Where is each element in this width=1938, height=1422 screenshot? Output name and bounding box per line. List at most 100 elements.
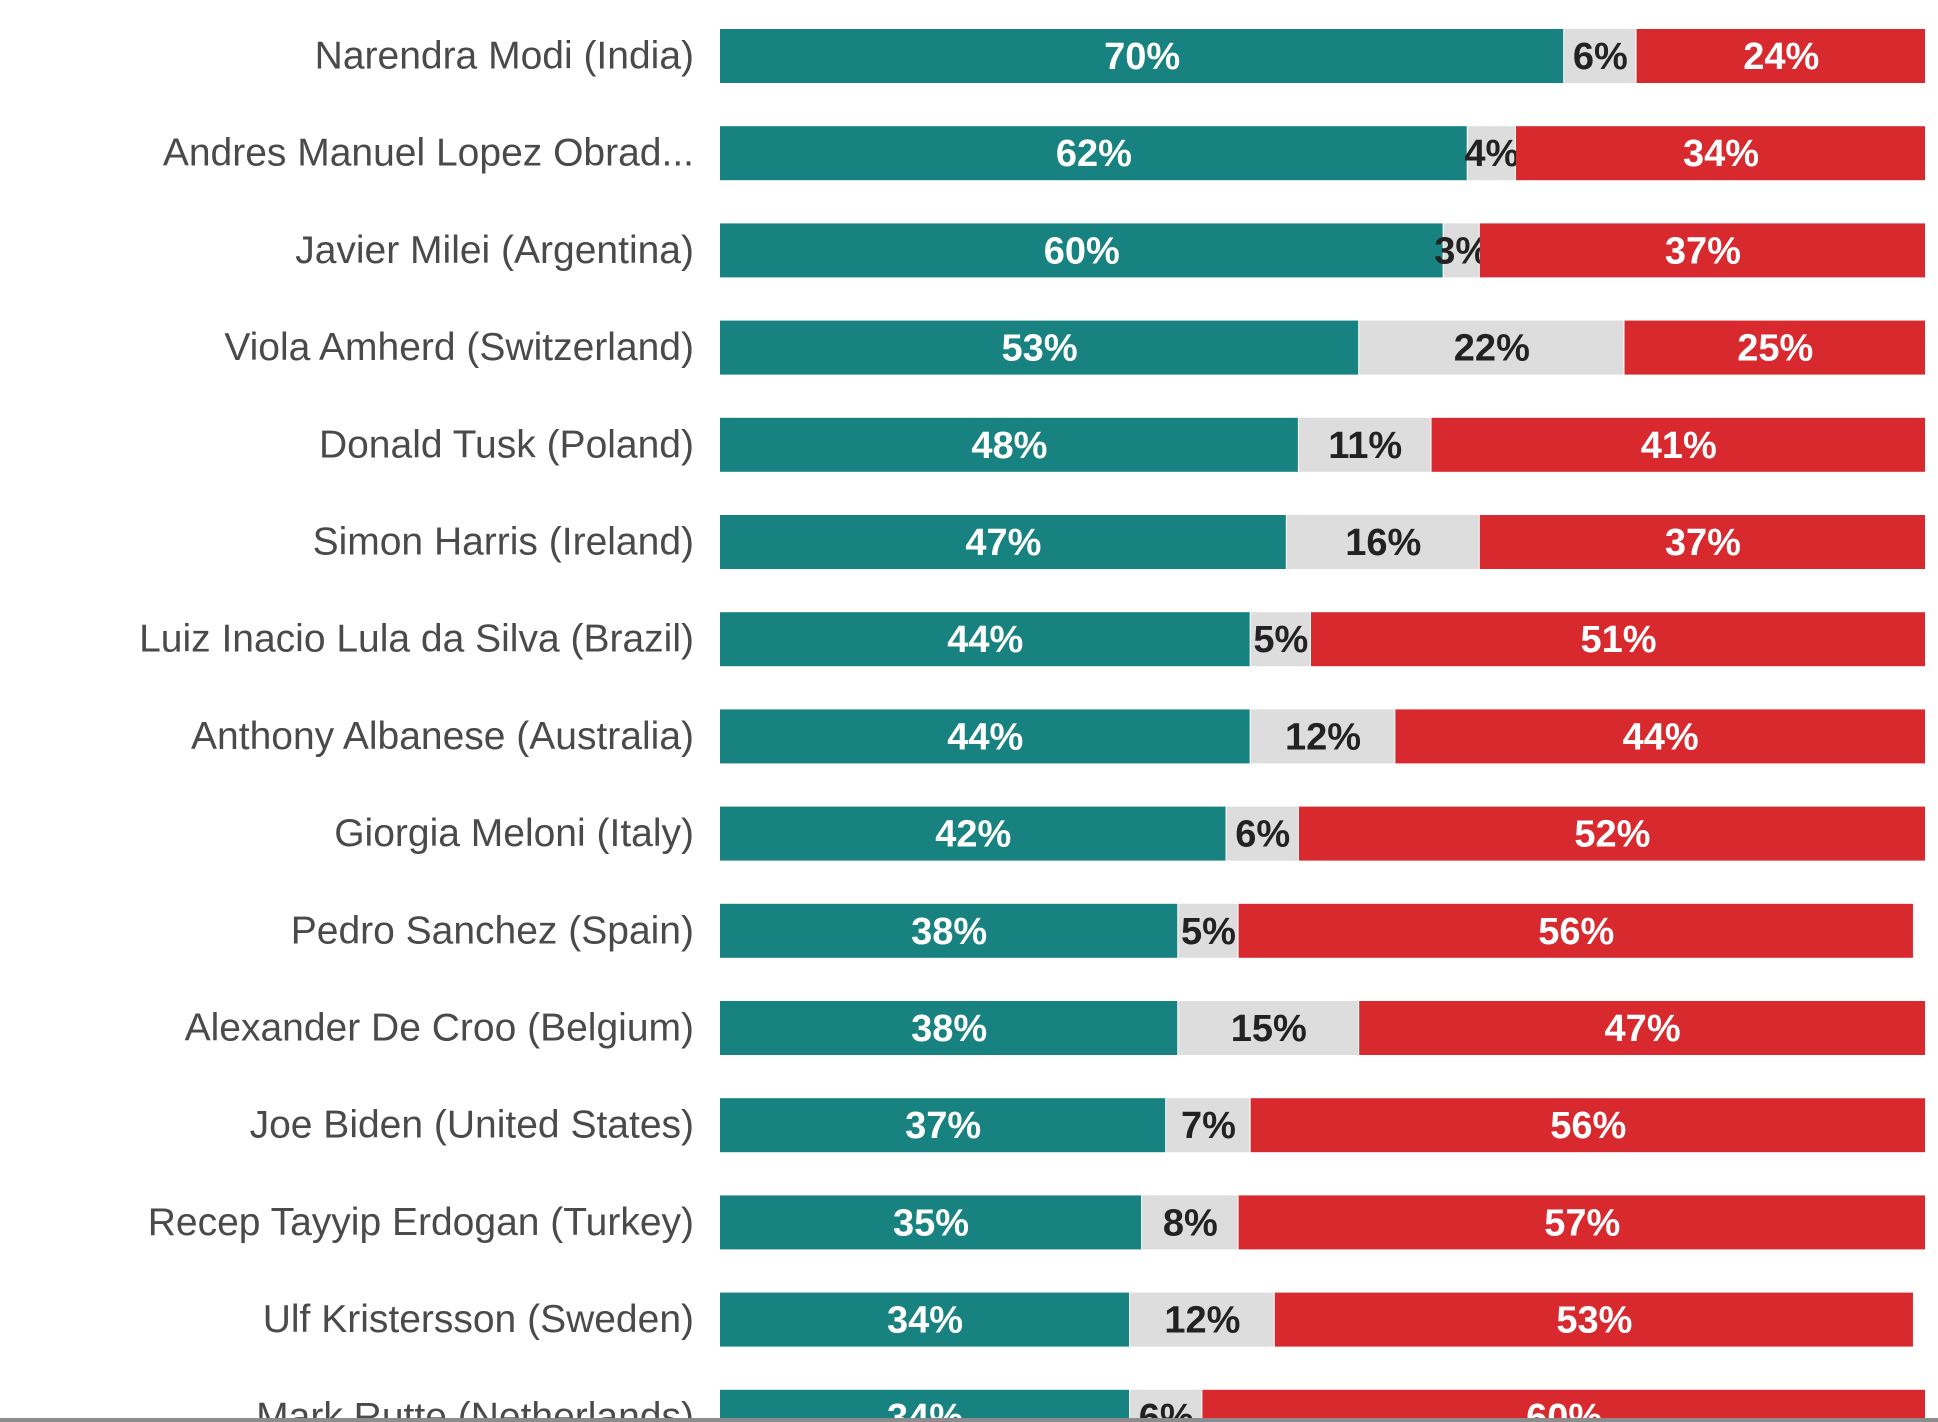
data-label-disapprove: 37%: [1665, 522, 1741, 564]
chart-row: Ulf Kristersson (Sweden) 34% 12% 53%: [263, 1292, 1913, 1347]
data-label-neutral: 22%: [1454, 328, 1530, 370]
data-label-approve: 60%: [1044, 230, 1120, 272]
data-label-approve: 38%: [911, 911, 987, 953]
data-label-neutral: 8%: [1163, 1202, 1218, 1244]
bar-segment-approve: [720, 1001, 1178, 1055]
data-label-disapprove: 56%: [1550, 1105, 1626, 1147]
bar-segment-neutral: [1286, 515, 1479, 569]
bar-segment-neutral: [1250, 709, 1395, 764]
bar-segment-approve: [720, 1292, 1130, 1347]
chart-row: Narendra Modi (India) 70% 6% 24%: [315, 29, 1925, 83]
bar-segment-disapprove: [1310, 612, 1925, 667]
data-label-disapprove: 34%: [1683, 133, 1759, 175]
data-label-disapprove: 37%: [1665, 230, 1741, 272]
bar-segment-approve: [720, 903, 1178, 958]
data-label-approve: 35%: [893, 1202, 969, 1244]
bar-segment-neutral: [1130, 1389, 1202, 1422]
bar-segment-disapprove: [1624, 320, 1925, 375]
bar-segment-neutral: [1250, 612, 1310, 667]
bar-segment-approve: [720, 29, 1564, 83]
bar-segment-approve: [720, 223, 1443, 278]
chart-row: Pedro Sanchez (Spain) 38% 5% 56%: [291, 903, 1913, 958]
data-label-neutral: 16%: [1345, 522, 1421, 564]
data-label-approve: 53%: [1002, 328, 1078, 370]
bar-segment-disapprove: [1359, 1001, 1925, 1055]
bar-segment-disapprove: [1274, 1292, 1913, 1347]
bar-segment-neutral: [1298, 417, 1431, 472]
chart-row: Anthony Albanese (Australia) 44% 12% 44%: [191, 709, 1925, 764]
bar-segment-neutral: [1359, 320, 1624, 375]
data-label-approve: 44%: [947, 619, 1023, 661]
data-label-neutral: 6%: [1235, 814, 1290, 856]
row-label: Simon Harris (Ireland): [313, 521, 694, 564]
bar-segment-neutral: [1443, 223, 1479, 278]
bar-segment-neutral: [1166, 1098, 1250, 1153]
chart-row: Alexander De Croo (Belgium) 38% 15% 47%: [185, 1001, 1925, 1055]
data-label-approve: 47%: [965, 522, 1041, 564]
data-label-neutral: 7%: [1181, 1105, 1236, 1147]
bar-segment-disapprove: [1515, 126, 1925, 181]
row-label: Luiz Inacio Lula da Silva (Brazil): [139, 618, 694, 661]
chart-row: Recep Tayyip Erdogan (Turkey) 35% 8% 57%: [148, 1195, 1925, 1250]
data-label-approve: 70%: [1104, 36, 1180, 78]
data-label-disapprove: 25%: [1737, 328, 1813, 370]
row-label: Anthony Albanese (Australia): [191, 715, 694, 758]
data-label-neutral: 5%: [1181, 911, 1236, 953]
bar-segment-approve: [720, 1098, 1166, 1153]
bar-segment-approve: [720, 1195, 1142, 1250]
bar-segment-neutral: [1178, 903, 1238, 958]
data-label-approve: 48%: [971, 425, 1047, 467]
bar-segment-disapprove: [1431, 417, 1925, 472]
data-label-approve: 42%: [935, 814, 1011, 856]
row-label: Recep Tayyip Erdogan (Turkey): [148, 1201, 694, 1244]
data-label-disapprove: 60%: [1526, 1397, 1602, 1422]
chart-row: Donald Tusk (Poland) 48% 11% 41%: [319, 417, 1925, 472]
bar-segment-disapprove: [1238, 903, 1913, 958]
data-label-disapprove: 53%: [1556, 1300, 1632, 1342]
bar-segment-disapprove: [1202, 1389, 1925, 1422]
data-label-neutral: 11%: [1328, 425, 1402, 467]
data-label-disapprove: 52%: [1574, 814, 1650, 856]
chart-row: Andres Manuel Lopez Obrad... 62% 4% 34%: [163, 126, 1925, 181]
data-label-disapprove: 44%: [1623, 716, 1699, 758]
bar-segment-neutral: [1130, 1292, 1274, 1347]
data-label-approve: 62%: [1056, 133, 1132, 175]
row-label: Donald Tusk (Poland): [319, 423, 694, 466]
chart-row: Simon Harris (Ireland) 47% 16% 37%: [313, 515, 1925, 569]
bar-segment-approve: [720, 612, 1250, 667]
data-label-approve: 34%: [887, 1300, 963, 1342]
data-label-disapprove: 47%: [1605, 1008, 1681, 1050]
row-label: Pedro Sanchez (Spain): [291, 909, 694, 952]
row-label: Narendra Modi (India): [315, 35, 694, 78]
row-label: Mark Rutte (Netherlands): [256, 1395, 694, 1422]
chart-row: Javier Milei (Argentina) 60% 3% 37%: [295, 223, 1925, 278]
bar-segment-neutral: [1142, 1195, 1238, 1250]
data-label-neutral: 15%: [1231, 1008, 1307, 1050]
bar-segment-disapprove: [1636, 29, 1925, 83]
chart-row: Joe Biden (United States) 37% 7% 56%: [250, 1098, 1925, 1153]
bar-segment-disapprove: [1238, 1195, 1925, 1250]
data-label-neutral: 4%: [1464, 133, 1519, 175]
bar-segment-disapprove: [1479, 515, 1925, 569]
chart-row: Luiz Inacio Lula da Silva (Brazil) 44% 5% 5…: [139, 612, 1925, 667]
bar-segment-neutral: [1178, 1001, 1359, 1055]
bar-segment-neutral: [1467, 126, 1515, 181]
row-label: Giorgia Meloni (Italy): [334, 812, 694, 855]
data-label-disapprove: 41%: [1641, 425, 1717, 467]
bar-segment-approve: [720, 1389, 1130, 1422]
bar-segment-approve: [720, 417, 1298, 472]
bar-segment-approve: [720, 126, 1467, 181]
chart-row: Mark Rutte (Netherlands) 34% 6% 60%: [256, 1389, 1925, 1422]
bar-segment-approve: [720, 515, 1286, 569]
data-label-approve: 37%: [905, 1105, 981, 1147]
data-label-disapprove: 24%: [1743, 36, 1819, 78]
bar-segment-approve: [720, 806, 1226, 861]
row-label: Javier Milei (Argentina): [295, 229, 694, 272]
row-label: Ulf Kristersson (Sweden): [263, 1298, 694, 1341]
bar-segment-approve: [720, 320, 1359, 375]
data-label-disapprove: 56%: [1538, 911, 1614, 953]
row-label: Alexander De Croo (Belgium): [185, 1007, 694, 1050]
data-label-approve: 38%: [911, 1008, 987, 1050]
bar-segment-disapprove: [1479, 223, 1925, 278]
